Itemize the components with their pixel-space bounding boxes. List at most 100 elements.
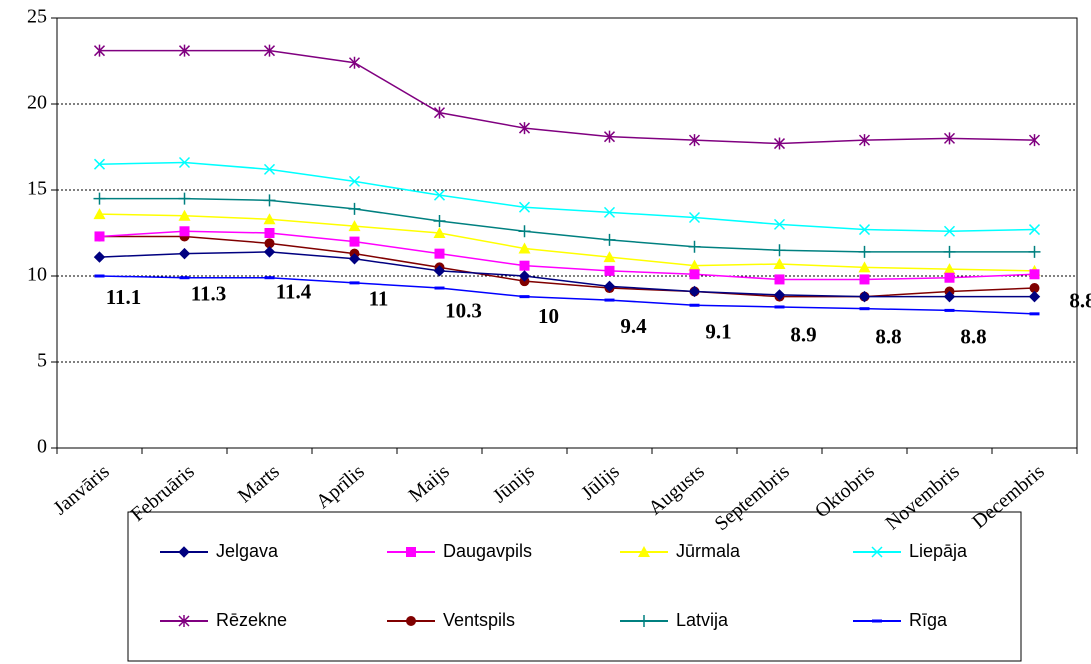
marker	[1029, 283, 1040, 294]
marker	[638, 615, 650, 627]
marker	[433, 214, 446, 227]
marker	[604, 298, 615, 302]
marker	[349, 281, 360, 285]
marker	[1028, 224, 1041, 236]
marker	[944, 272, 955, 283]
marker	[943, 290, 956, 303]
series-line	[99, 161, 1035, 233]
marker	[603, 251, 616, 263]
legend-label: Rēzekne	[216, 610, 287, 630]
marker	[688, 134, 701, 147]
marker	[179, 276, 190, 280]
marker	[943, 132, 956, 145]
marker	[773, 289, 786, 301]
marker	[433, 189, 446, 201]
marker	[406, 547, 416, 557]
marker	[688, 285, 701, 298]
data-label: 10	[538, 304, 559, 328]
marker	[178, 209, 191, 221]
marker	[774, 305, 785, 309]
marker	[94, 274, 105, 278]
marker	[689, 269, 700, 280]
marker	[1029, 312, 1040, 316]
marker	[178, 546, 190, 558]
plot-frame	[56, 17, 1078, 449]
data-label: 10.3	[445, 299, 482, 323]
marker	[773, 244, 786, 257]
marker	[859, 274, 870, 285]
marker	[178, 156, 191, 169]
marker	[603, 130, 616, 143]
marker	[518, 242, 531, 254]
marker	[604, 265, 615, 276]
marker	[348, 220, 361, 232]
legend-label: Daugavpils	[443, 541, 532, 561]
y-tick-label: 20	[27, 92, 47, 114]
marker	[179, 226, 190, 237]
legend-label: Jelgava	[216, 541, 279, 561]
x-tick-label: Augusts	[644, 460, 709, 519]
legend-label: Liepāja	[909, 541, 968, 561]
marker	[263, 194, 276, 207]
marker	[943, 225, 956, 237]
data-label: 11	[369, 287, 389, 311]
marker	[433, 265, 446, 277]
x-tick-label: Marts	[234, 460, 284, 507]
x-tick-label: Maijs	[405, 460, 454, 506]
marker	[348, 253, 361, 265]
marker	[773, 137, 786, 150]
series-line	[99, 235, 1035, 298]
marker	[406, 616, 416, 626]
marker	[859, 307, 870, 311]
marker	[93, 208, 106, 220]
data-label: 8.8	[875, 324, 901, 348]
marker	[774, 274, 785, 285]
legend-label: Ventspils	[443, 610, 515, 630]
x-tick-label: Janvāris	[49, 460, 114, 519]
marker	[638, 546, 650, 557]
marker	[1028, 245, 1041, 258]
marker	[94, 231, 105, 242]
marker	[264, 228, 275, 238]
y-tick-label: 5	[37, 350, 47, 372]
data-label: 11.4	[276, 280, 312, 304]
data-label: 8.9	[790, 323, 816, 347]
marker	[858, 261, 871, 273]
legend-label: Latvija	[676, 610, 729, 630]
legend-label: Jūrmala	[676, 541, 741, 561]
marker	[93, 44, 106, 57]
y-tick-label: 15	[27, 178, 47, 200]
marker	[433, 106, 446, 119]
data-label: 8.8	[960, 324, 986, 348]
marker	[603, 206, 616, 218]
marker	[263, 163, 276, 175]
marker	[433, 227, 446, 238]
series-line	[99, 230, 1035, 281]
marker	[773, 257, 786, 269]
marker	[943, 245, 956, 258]
marker	[264, 276, 275, 280]
y-tick-label: 0	[37, 436, 47, 458]
marker	[603, 233, 616, 246]
marker	[348, 202, 361, 215]
marker	[603, 280, 616, 293]
marker	[1028, 290, 1041, 303]
series-line	[99, 251, 1035, 298]
series-line	[99, 49, 1035, 145]
marker	[858, 134, 871, 147]
series-line	[99, 197, 1035, 253]
marker	[688, 240, 701, 253]
marker	[178, 615, 190, 627]
marker	[1029, 269, 1040, 280]
marker	[434, 248, 445, 259]
marker	[349, 236, 360, 247]
data-label: 8.8	[1069, 288, 1091, 312]
marker	[688, 211, 701, 224]
marker	[871, 546, 883, 558]
y-tick-label: 10	[27, 264, 47, 286]
y-tick-label: 25	[27, 6, 47, 28]
marker	[348, 175, 361, 187]
x-tick-label: Jūlijs	[577, 460, 624, 504]
legend-box	[127, 511, 1022, 662]
